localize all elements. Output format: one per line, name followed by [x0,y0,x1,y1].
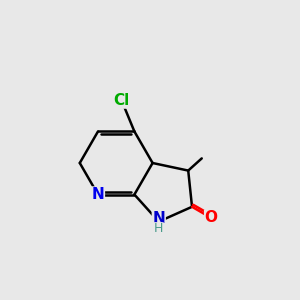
Text: H: H [154,222,164,236]
Text: N: N [92,187,104,202]
Text: N: N [152,211,165,226]
Text: Cl: Cl [113,93,130,108]
Text: O: O [205,210,218,225]
